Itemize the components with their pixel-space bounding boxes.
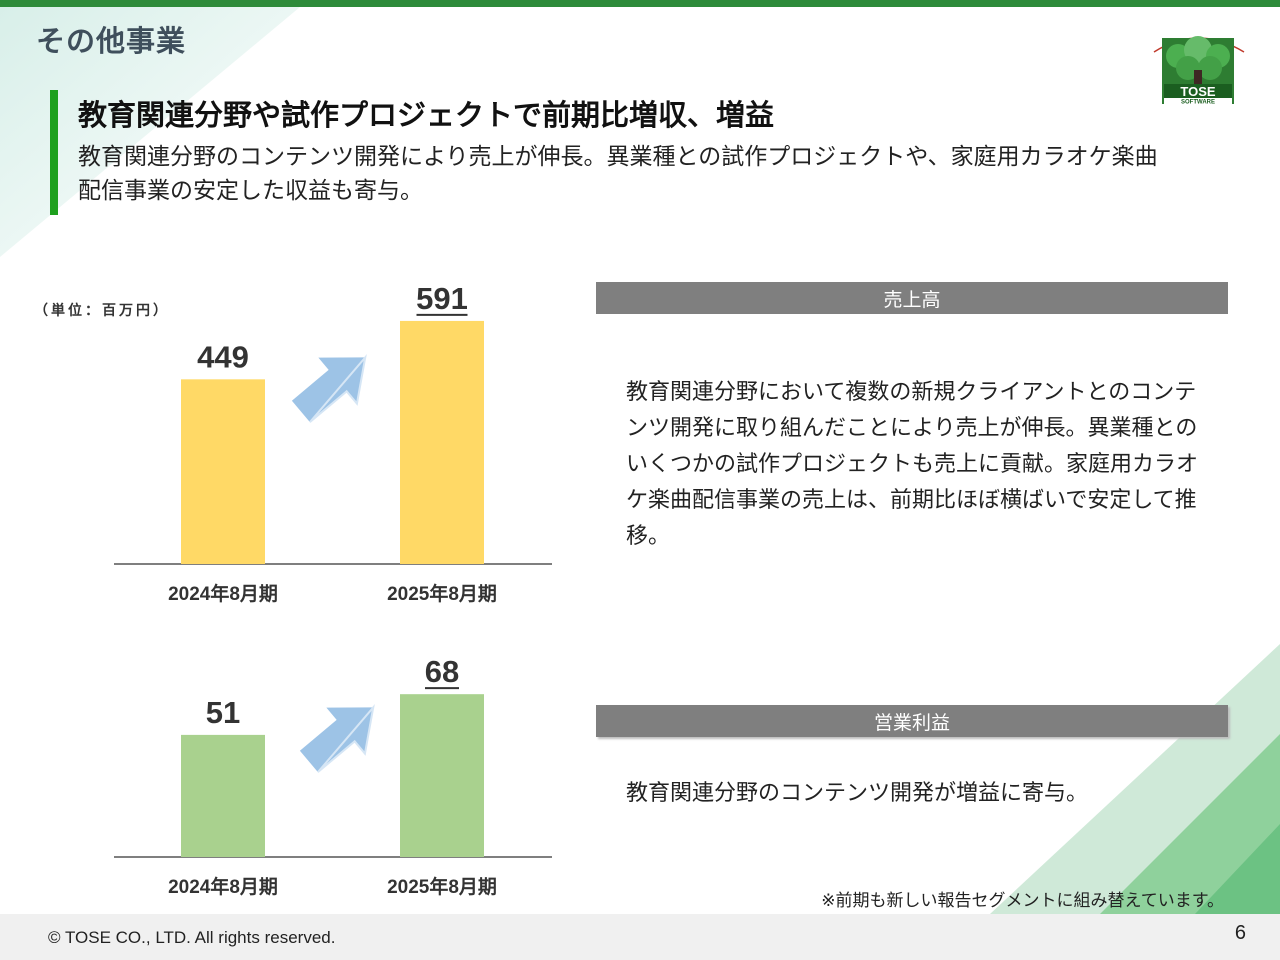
bar-2024年8月期: [181, 734, 265, 857]
page-number: 6: [1234, 922, 1246, 944]
bar-2025年8月期: [400, 694, 484, 857]
footer-bar: [0, 914, 1280, 960]
data-label: 51: [206, 695, 240, 730]
data-label: 449: [197, 339, 249, 374]
tose-logo: TOSE SOFTWARE: [1153, 36, 1245, 106]
category-label: 2024年8月期: [168, 875, 278, 898]
category-label: 2024年8月期: [168, 582, 278, 605]
data-label: 68: [425, 654, 459, 689]
headline: 教育関連分野や試作プロジェクトで前期比増収、増益: [78, 98, 775, 132]
growth-rate-label: +32.6%: [301, 645, 363, 649]
footnote: ※前期も新しい報告セグメントに組み替えています。: [821, 891, 1224, 911]
unit-label: （単位：百万円）: [34, 303, 170, 319]
category-label: 2025年8月期: [387, 875, 497, 898]
sales-panel-header: 売上高: [596, 282, 1228, 314]
section-title: その他事業: [36, 24, 187, 58]
operating-income-panel-body: 教育関連分野のコンテンツ開発が増益に寄与。: [626, 781, 1089, 806]
category-label: 2025年8月期: [387, 582, 497, 605]
logo-subtext: SOFTWARE: [1181, 100, 1215, 106]
subheadline: 教育関連分野のコンテンツ開発により売上が伸長。異業種との試作プロジェクトや、家庭…: [78, 144, 1158, 204]
copyright: © TOSE CO., LTD. All rights reserved.: [48, 928, 336, 947]
operating-income-panel-header: 営業利益: [596, 705, 1228, 737]
growth-arrow-icon: [291, 353, 367, 423]
bar-2025年8月期: [400, 320, 484, 564]
growth-rate-label: +31.6%: [293, 275, 355, 279]
logo-text: TOSE: [1180, 84, 1215, 99]
decorative-triangle-top-left: [0, 7, 300, 257]
bar-2024年8月期: [181, 379, 265, 564]
data-label: 591: [416, 281, 468, 316]
headline-accent-bar: [50, 90, 58, 215]
operating-income-bar-chart: 51 2024年8月期 68 2025年8月期 +32.6%: [114, 645, 552, 898]
top-accent-bar: [0, 0, 1280, 7]
growth-arrow-icon: [299, 703, 375, 773]
sales-panel-body: 教育関連分野において複数の新規クライアントとのコンテンツ開発に取り組んだことによ…: [626, 380, 1199, 549]
sales-bar-chart: 449 2024年8月期 591 2025年8月期 +31.6%: [114, 275, 552, 605]
